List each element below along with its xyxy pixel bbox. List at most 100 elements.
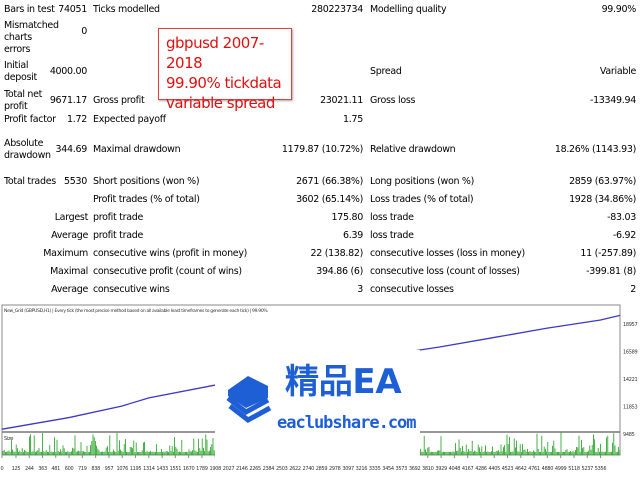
x-tick-label: 957 (105, 466, 114, 472)
x-tick-label: 1433 (156, 466, 168, 472)
stat-l3: loss trade (370, 212, 414, 223)
x-tick-label: 4999 (555, 466, 567, 472)
stat-l2: profit trade (93, 230, 143, 241)
x-tick-label: 4880 (542, 466, 554, 472)
y-tick-label: 18957 (623, 322, 638, 328)
x-tick-label: 838 (91, 466, 100, 472)
stat-l3: Long positions (won %) (370, 176, 475, 187)
x-tick-label: 244 (25, 466, 34, 472)
x-tick-label: 0 (1, 466, 4, 472)
stat-l1: Absolute drawdown (4, 138, 51, 161)
stat-l2: Profit trades (% of total) (93, 194, 200, 205)
stat-v3: Variable (599, 66, 636, 77)
stat-l3: consecutive losses (loss in money) (370, 248, 525, 259)
y-tick-label: 9485 (623, 432, 635, 438)
stat-l3: Loss trades (% of total) (370, 194, 474, 205)
x-tick-label: 2622 (289, 466, 301, 472)
stat-l2: consecutive wins (93, 284, 170, 295)
stat-v1: 1.72 (67, 114, 87, 125)
stat-l1: Largest (54, 212, 89, 223)
x-tick-label: 4286 (475, 466, 487, 472)
x-tick-label: 2859 (316, 466, 328, 472)
note-line: 99.90% tickdata (166, 74, 282, 92)
x-tick-label: 4048 (449, 466, 461, 472)
x-tick-label: 2740 (302, 466, 314, 472)
x-tick-label: 1076 (116, 466, 128, 472)
x-tick-label: 719 (78, 466, 87, 472)
x-tick-label: 2265 (249, 466, 261, 472)
stat-v2: 2671 (66.38%) (296, 176, 363, 187)
y-tick-label: 11853 (623, 405, 638, 411)
stat-l1: Maximum (43, 248, 88, 259)
x-tick-label: 4761 (528, 466, 540, 472)
stat-v2: 3 (357, 284, 363, 295)
x-tick-label: 363 (38, 466, 47, 472)
x-tick-label: 4523 (502, 466, 514, 472)
stat-v3: 99.90% (601, 4, 637, 15)
stat-l1: Maximal (50, 266, 88, 277)
stat-v2: 6.39 (343, 230, 363, 241)
x-tick-label: 481 (51, 466, 60, 472)
stat-l3: consecutive loss (count of losses) (370, 266, 520, 277)
note-line: gbpusd 2007-2018 (166, 34, 264, 72)
stat-l1: Initial deposit (4, 60, 37, 83)
stat-v3: 1928 (34.86%) (569, 194, 636, 205)
stat-v3: 2 (630, 284, 636, 295)
stat-l2: Short positions (won %) (93, 176, 200, 187)
stat-v1: 344.69 (55, 144, 88, 155)
x-tick-label: 1670 (183, 466, 195, 472)
stat-l1: Total trades (4, 176, 56, 187)
watermark: 精品EA eaclubshare.com (215, 350, 420, 460)
stat-l3: consecutive losses (370, 284, 454, 295)
x-tick-label: 4167 (462, 466, 474, 472)
stat-l1: Average (51, 230, 88, 241)
x-tick-label: 600 (65, 466, 74, 472)
x-tick-label: 1908 (209, 466, 221, 472)
stat-v1: 9671.17 (49, 95, 87, 106)
stat-l2: consecutive wins (profit in money) (93, 248, 248, 259)
stat-l1: Total net profit (4, 89, 43, 112)
x-tick-label: 2978 (329, 466, 341, 472)
stat-v3: -13349.94 (589, 95, 636, 106)
x-tick-label: 1314 (143, 466, 155, 472)
stat-l2: Maximal drawdown (93, 144, 181, 155)
stat-v2: 1179.87 (10.72%) (281, 144, 363, 155)
x-tick-label: 4405 (489, 466, 501, 472)
x-tick-label: 5237 (581, 466, 593, 472)
x-tick-label: 3573 (396, 466, 408, 472)
x-tick-label: 1195 (130, 466, 142, 472)
y-tick-label: 14221 (623, 377, 638, 383)
stat-v3: 18.26% (1143.93) (554, 144, 636, 155)
x-tick-label: 3929 (435, 466, 447, 472)
x-tick-label: 2027 (223, 466, 235, 472)
x-tick-label: 3335 (369, 466, 381, 472)
x-tick-label: 3216 (356, 466, 368, 472)
chart-title: New_Grid (GBPUSD,H1) | Every tick (the m… (4, 308, 268, 314)
x-tick-label: 5118 (568, 466, 580, 472)
stat-v3: -399.81 (8) (586, 266, 636, 277)
annotation-box: gbpusd 2007-2018 99.90% tickdata variabl… (158, 28, 292, 112)
watermark-title: 精品EA (285, 362, 402, 402)
x-tick-label: 5356 (595, 466, 607, 472)
stat-v3: -6.92 (612, 230, 636, 241)
stat-l2: Expected payoff (93, 114, 166, 125)
stat-v2: 22 (138.82) (310, 248, 364, 259)
stat-l3: loss trade (370, 230, 414, 241)
x-tick-label: 3097 (342, 466, 354, 472)
stat-l1: Bars in test (4, 4, 55, 15)
stat-l3: Spread (370, 66, 402, 77)
size-label: Size (4, 436, 13, 442)
stat-v2: 23021.11 (320, 95, 363, 106)
stat-v1: 4000.00 (49, 66, 87, 77)
stat-v2: 175.80 (331, 212, 364, 223)
stat-v2: 1.75 (343, 114, 363, 125)
x-tick-label: 3692 (409, 466, 421, 472)
x-tick-label: 125 (12, 466, 21, 472)
stat-l3: Relative drawdown (370, 144, 456, 155)
book-logo-icon (226, 376, 272, 423)
stat-v2: 394.86 (6) (316, 266, 363, 277)
stat-l2: profit trade (93, 212, 143, 223)
stat-v3: 11 (-257.89) (580, 248, 636, 259)
y-tick-label: 16589 (623, 350, 638, 356)
x-tick-label: 4642 (515, 466, 527, 472)
